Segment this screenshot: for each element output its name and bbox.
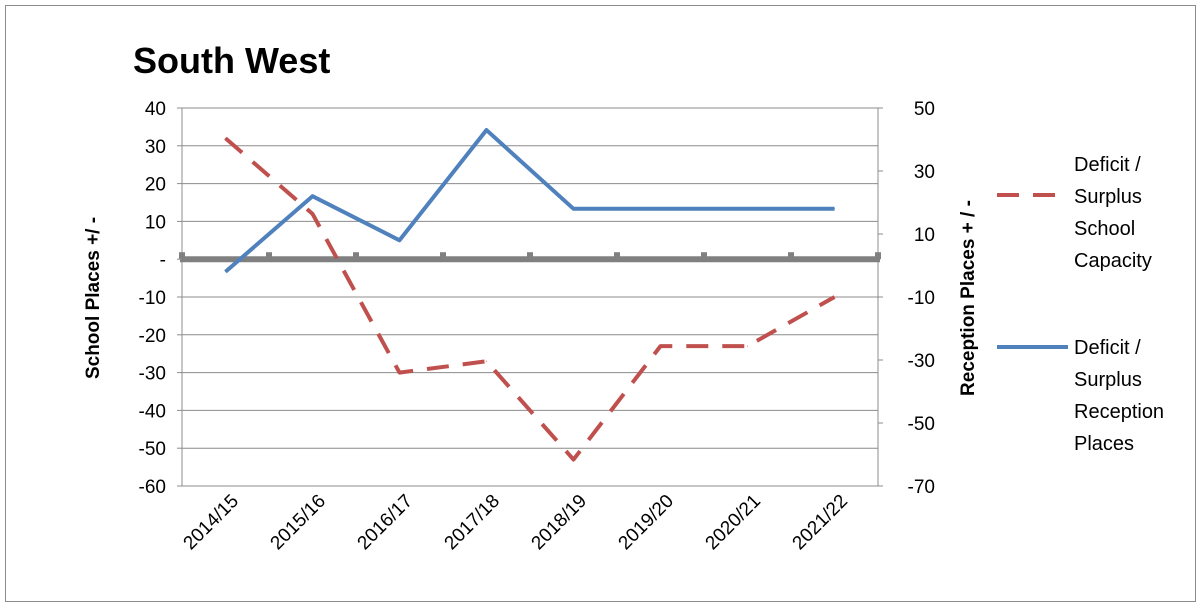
gridlines [179,107,881,487]
left-tick-label: -50 [139,439,166,460]
x-tick-label: 2019/20 [615,491,678,554]
legend: Deficit / Surplus School Capacity Deficit / S… [997,154,1164,455]
left-tick-label: -60 [139,477,166,498]
series-0-point-3 [486,360,487,362]
legend-label-0: Capacity [1074,250,1152,272]
x-axis-tick-labels: 2014/15 2015/16 2016/17 2017/18 2018/19 2019/… [180,491,852,554]
series-0-point-5 [660,345,661,347]
series-1-point-1 [312,195,313,197]
left-tick-label: - [160,250,166,271]
right-tick-label: 50 [914,99,935,120]
chart-frame [5,5,1196,602]
series-0-point-7 [834,296,835,298]
series-1-point-0 [225,271,226,273]
x-tick-label: 2015/16 [267,491,330,554]
left-tick-label: -40 [139,401,166,422]
legend-label-1: Places [1074,433,1134,455]
x-tick-label: 2020/21 [702,491,765,554]
left-tick-label: -30 [139,364,166,385]
left-tick-label: 10 [145,212,166,233]
legend-label-1: Surplus [1074,369,1142,391]
series-1-point-2 [399,239,400,241]
series-0-point-6 [747,345,748,347]
series-0-point-2 [399,372,400,374]
series-1-point-6 [747,208,748,210]
series-1-point-7 [834,208,835,210]
series-1-point-4 [573,208,574,210]
series-0-point-1 [312,213,313,215]
legend-label-0: Deficit / [1074,154,1141,176]
legend-label-0: School [1074,218,1135,240]
series-line-1 [224,128,835,274]
x-tick-label: 2018/19 [528,491,591,554]
x-tick-label: 2017/18 [441,491,504,554]
legend-label-1: Deficit / [1074,337,1141,359]
series-line-0 [224,136,836,462]
left-tick-label: -20 [139,326,166,347]
series-1-point-5 [660,208,661,210]
right-tick-label: -10 [908,288,935,309]
left-axis-title: School Places +/ - [83,217,104,379]
left-tick-label: -10 [139,288,166,309]
right-tick-label: -70 [908,477,935,498]
series-0-point-4 [573,459,574,461]
right-tick-label: -30 [908,351,935,372]
right-tick-label: -50 [908,414,935,435]
series-lines [224,128,836,462]
left-tick-label: 20 [145,175,166,196]
right-tick-label: 30 [914,162,935,183]
right-tick-label: 10 [914,225,935,246]
left-axis-tick-labels: 40 30 20 10 - -10 -20 -30 -40 -50 -60 [139,99,182,498]
series-0-point-0 [225,137,226,139]
legend-label-1: Reception [1074,401,1164,423]
x-tick-label: 2016/17 [354,491,417,554]
x-tick-label: 2021/22 [789,491,852,554]
right-axis-tick-labels: 50 30 10 -10 -30 -50 -70 [878,99,935,498]
chart-title: South West [133,40,330,81]
x-tick-label: 2014/15 [180,491,243,554]
legend-label-0: Surplus [1074,186,1142,208]
left-tick-label: 40 [145,99,166,120]
series-1-point-3 [486,129,487,131]
left-tick-label: 30 [145,137,166,158]
right-axis-title: Reception Places + / - [958,200,979,396]
